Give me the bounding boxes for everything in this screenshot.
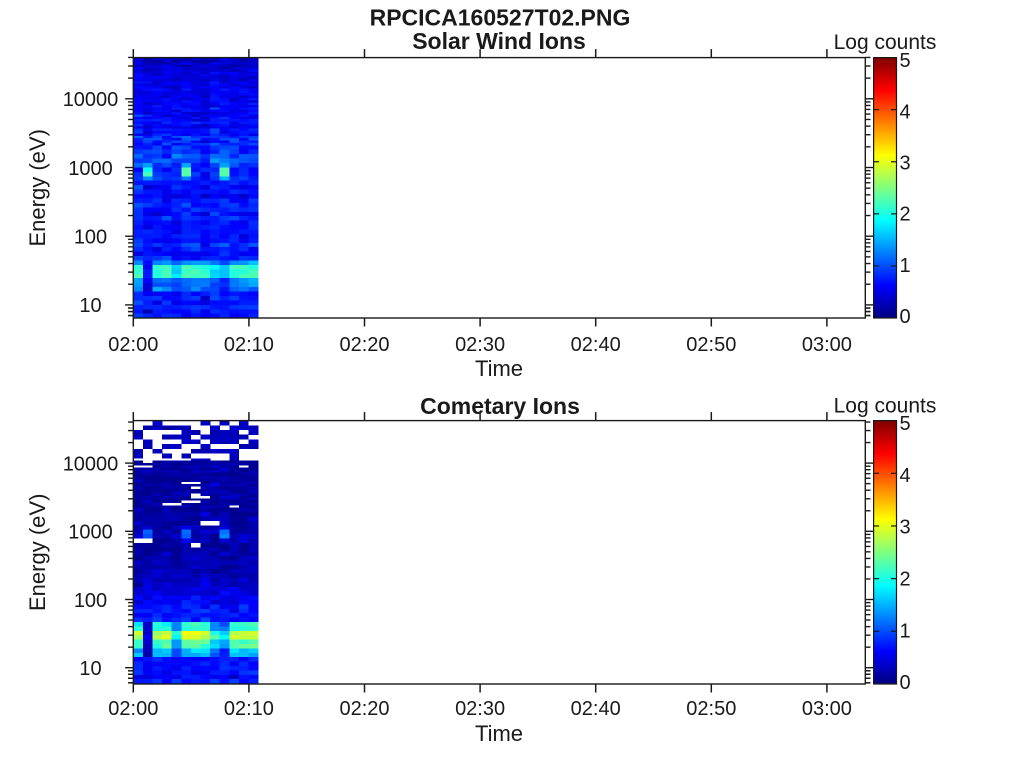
svg-text:100: 100	[74, 590, 107, 612]
svg-text:1000: 1000	[68, 158, 113, 180]
svg-text:4: 4	[899, 101, 910, 123]
svg-text:02:50: 02:50	[686, 698, 736, 720]
svg-text:02:50: 02:50	[686, 334, 736, 356]
svg-text:10000: 10000	[63, 453, 119, 475]
svg-text:02:20: 02:20	[339, 698, 389, 720]
svg-text:02:40: 02:40	[571, 334, 621, 356]
svg-text:Energy (eV): Energy (eV)	[25, 494, 50, 611]
svg-text:02:00: 02:00	[108, 334, 158, 356]
svg-text:03:00: 03:00	[802, 698, 852, 720]
svg-text:0: 0	[899, 306, 910, 328]
svg-text:5: 5	[899, 50, 910, 72]
svg-text:2: 2	[899, 569, 910, 591]
svg-text:Log counts: Log counts	[834, 31, 937, 54]
svg-text:3: 3	[899, 517, 910, 539]
svg-text:RPCICA160527T02.PNG: RPCICA160527T02.PNG	[370, 4, 631, 30]
svg-text:1000: 1000	[68, 522, 113, 544]
svg-text:02:10: 02:10	[224, 334, 274, 356]
svg-text:0: 0	[899, 672, 910, 694]
svg-text:10: 10	[79, 658, 101, 680]
svg-text:2: 2	[899, 204, 910, 226]
svg-text:5: 5	[899, 413, 910, 435]
svg-text:Cometary Ions: Cometary Ions	[420, 393, 580, 419]
svg-text:Time: Time	[475, 721, 523, 746]
svg-text:02:20: 02:20	[339, 334, 389, 356]
svg-text:Time: Time	[475, 356, 523, 381]
svg-text:Energy (eV): Energy (eV)	[25, 129, 50, 246]
svg-text:1: 1	[899, 620, 910, 642]
svg-text:02:30: 02:30	[455, 698, 505, 720]
svg-text:Solar Wind Ions: Solar Wind Ions	[412, 28, 586, 54]
svg-text:02:30: 02:30	[455, 334, 505, 356]
svg-text:100: 100	[74, 227, 107, 249]
svg-text:02:10: 02:10	[224, 698, 274, 720]
svg-text:10: 10	[79, 295, 101, 317]
svg-text:4: 4	[899, 465, 910, 487]
svg-text:02:00: 02:00	[108, 698, 158, 720]
svg-text:1: 1	[899, 255, 910, 277]
svg-text:10000: 10000	[63, 89, 119, 111]
svg-text:02:40: 02:40	[571, 698, 621, 720]
svg-text:Log counts: Log counts	[834, 394, 937, 417]
svg-text:03:00: 03:00	[802, 334, 852, 356]
svg-text:3: 3	[899, 153, 910, 175]
